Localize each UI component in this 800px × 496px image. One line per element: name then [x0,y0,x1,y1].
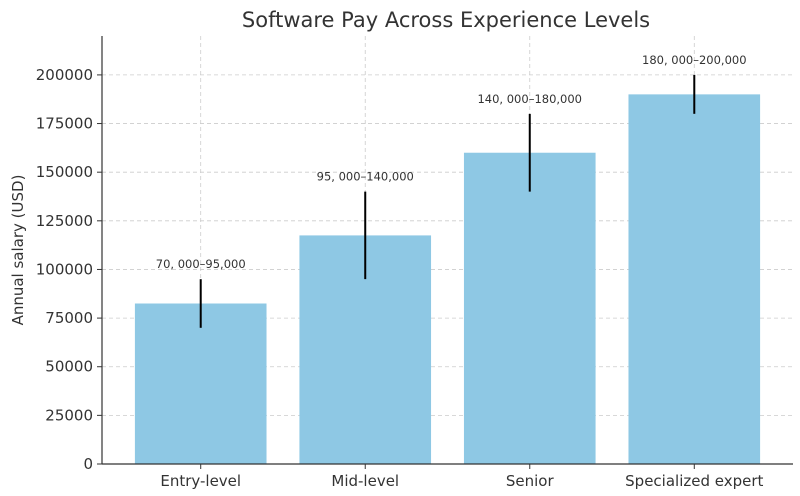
y-tick-label: 25000 [45,406,93,424]
range-label: 180, 000–200,000 [642,53,747,67]
x-tick-label: Senior [506,472,555,490]
range-label: 95, 000–140,000 [317,170,414,184]
range-label: 70, 000–95,000 [156,257,246,271]
bar [463,152,596,464]
y-axis-label: Annual salary (USD) [9,175,27,326]
y-tick-label: 50000 [45,358,93,376]
bars: 70, 000–95,000 95, 000–140,000 140, 000–18… [134,53,761,464]
y-tick-label: 100000 [36,260,93,278]
x-tick-label: Mid-level [331,472,399,490]
axes: 0 25000 50000 75000 100000 125000 150000 175000… [36,36,793,490]
x-tick-label: Entry-level [160,472,241,490]
y-tick-label: 200000 [36,66,93,84]
y-tick-label: 150000 [36,163,93,181]
bar [628,94,761,464]
x-tick-label: Specialized expert [625,472,763,490]
range-label: 140, 000–180,000 [477,92,582,106]
bar [134,303,267,464]
y-tick-label: 0 [83,455,93,473]
y-tick-label: 75000 [45,309,93,327]
y-tick-label: 125000 [36,212,93,230]
y-tick-label: 175000 [36,115,93,133]
chart-title: Software Pay Across Experience Levels [242,8,650,32]
